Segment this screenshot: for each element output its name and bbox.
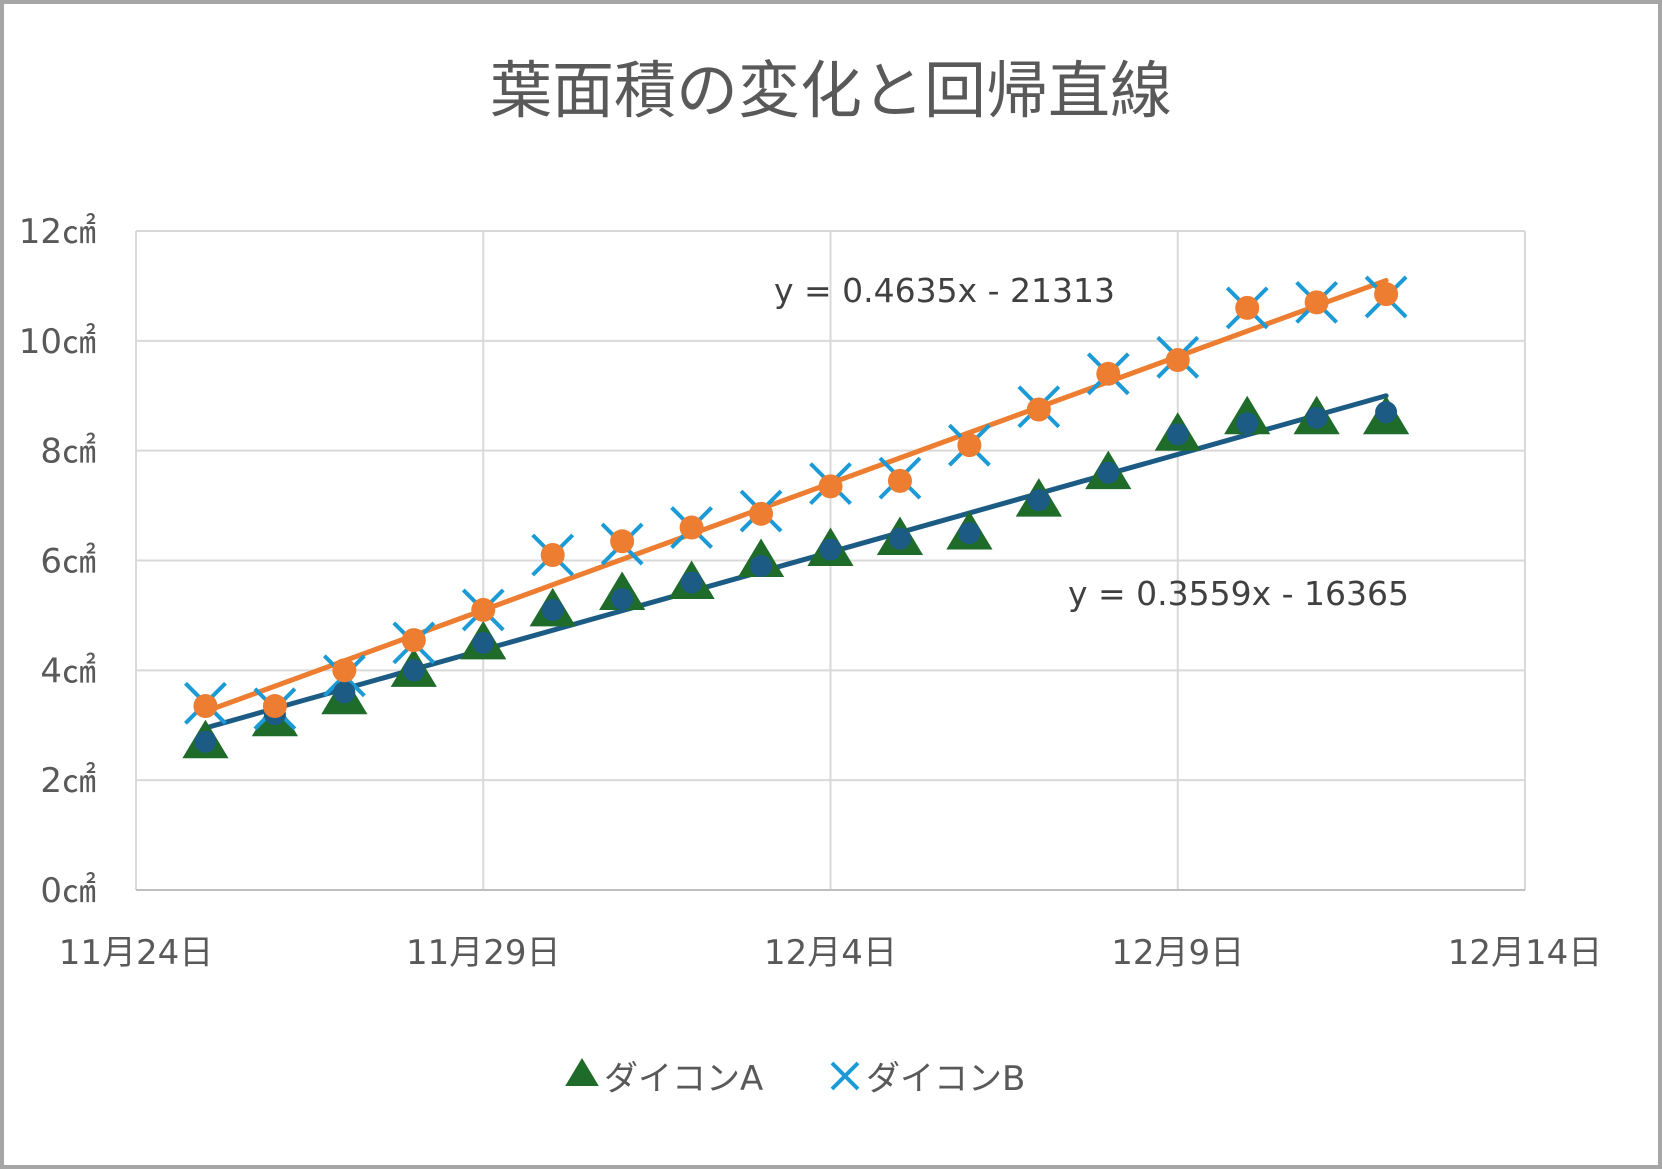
overlay-point-b [887,468,912,493]
overlay-point-a [958,522,981,545]
trendlines [202,277,1389,731]
overlay-point-a [888,527,911,550]
trend-equation-a: y = 0.3559x - 16365 [1068,574,1409,613]
overlay-point-a [611,587,634,610]
overlay-point-a [194,730,217,753]
overlay-point-b [332,658,357,683]
y-tick-label: 12㎠ [19,212,96,252]
overlay-point-b [1304,290,1329,315]
overlay-point-b [1235,295,1260,320]
overlay-point-b [749,501,774,526]
overlay-point-b [1026,397,1051,422]
chart-title: 葉面積の変化と回帰直線 [490,54,1172,127]
overlay-point-a [750,554,773,577]
overlay-point-b [540,543,565,568]
y-tick-label: 6㎠ [40,542,96,582]
overlay-point-b [1096,361,1121,386]
overlay-point-a [1375,401,1398,424]
y-tick-label: 8㎠ [40,432,96,472]
legend-triangle-icon [565,1058,599,1086]
x-tick-label: 12月9日 [1111,933,1244,973]
axes: 0㎠ 2㎠ 4㎠ 6㎠ 8㎠ 10㎠ 12㎠ 11月24日 11月29日 12月4日 12月9日 12… [19,212,1603,973]
overlay-point-a [402,659,425,682]
overlay-point-b [1374,282,1399,307]
overlay-point-b [610,529,635,554]
legend: ダイコンA ダイコンB [565,1058,1025,1099]
overlay-point-b [193,694,218,719]
data-points [182,275,1410,759]
overlay-point-a [1097,461,1120,484]
trend-equations: y = 0.3559x - 16365 y = 0.4635x - 21313 [774,271,1409,613]
overlay-point-a [680,571,703,594]
overlay-point-b [1165,348,1190,373]
overlay-point-a [472,631,495,654]
overlay-point-b [401,628,426,653]
trendline-b [202,277,1389,715]
trend-equation-b: y = 0.4635x - 21313 [774,271,1115,310]
overlay-point-a [1236,412,1259,435]
x-tick-label: 12月4日 [764,933,897,973]
x-marker-stroke [830,1061,860,1091]
overlay-point-b [471,597,496,622]
legend-label-b: ダイコンB [866,1059,1025,1099]
y-tick-label: 10㎠ [19,322,96,362]
x-tick-label: 12月14日 [1448,933,1603,973]
y-tick-label: 4㎠ [40,651,96,691]
overlay-point-b [262,694,287,719]
y-tick-label: 2㎠ [40,761,96,801]
legend-x-icon [830,1061,860,1091]
x-tick-label: 11月24日 [59,933,214,973]
overlay-point-a [333,681,356,704]
overlay-point-a [819,538,842,561]
overlay-point-b [679,515,704,540]
x-tick-label: 11月29日 [406,933,561,973]
overlay-point-b [957,433,982,458]
trendline-a [202,393,1389,731]
overlay-point-b [818,474,843,499]
y-tick-label: 0㎠ [40,871,96,911]
overlay-point-a [1166,423,1189,446]
overlay-point-a [1027,489,1050,512]
legend-label-a: ダイコンA [604,1059,763,1099]
overlay-point-a [541,598,564,621]
overlay-point-a [1305,406,1328,429]
